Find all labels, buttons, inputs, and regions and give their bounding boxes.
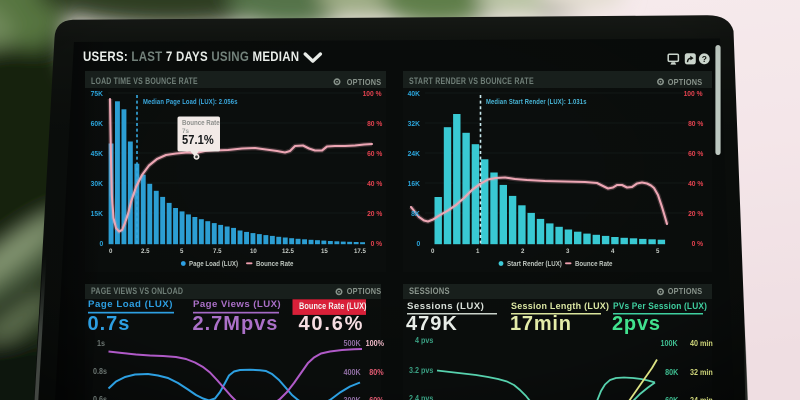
- svg-text:?: ?: [702, 54, 707, 64]
